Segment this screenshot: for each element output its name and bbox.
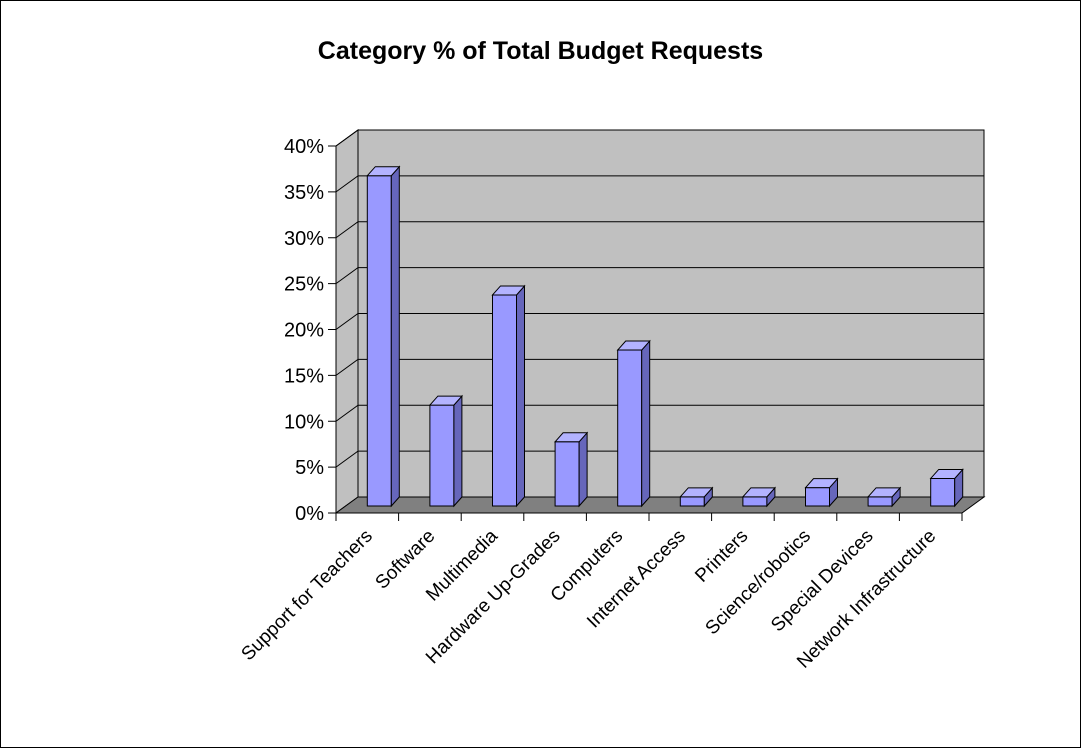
- bar-top: [366, 166, 401, 177]
- bar-front: [805, 487, 830, 507]
- y-tick-label: 30%: [284, 228, 324, 250]
- bar: [553, 431, 589, 508]
- y-tick-label: 20%: [284, 320, 324, 342]
- bar-top: [679, 487, 714, 498]
- bar-top: [491, 285, 526, 296]
- gridline: [335, 221, 984, 239]
- bar-top: [929, 468, 964, 479]
- bar-front: [679, 496, 705, 507]
- bar-side: [578, 431, 588, 508]
- bar: [804, 477, 839, 508]
- y-tick-label: 35%: [284, 182, 324, 204]
- category-label: Support for Teachers: [238, 526, 377, 665]
- gridline: [335, 129, 984, 147]
- bar-top: [616, 340, 651, 351]
- category-label: Science/robotics: [702, 526, 815, 639]
- bar: [428, 394, 464, 508]
- bars: [366, 165, 964, 508]
- y-tick-label: 15%: [284, 365, 324, 387]
- bar-front: [742, 496, 768, 507]
- bar-top: [741, 487, 777, 498]
- bar-front: [554, 441, 580, 507]
- bar: [616, 339, 651, 508]
- bar-top: [428, 395, 464, 406]
- bar-top: [804, 478, 839, 489]
- gridline: [335, 313, 984, 330]
- bar: [491, 284, 526, 508]
- bar: [741, 486, 777, 508]
- bar-front: [429, 404, 455, 507]
- bar-top: [866, 487, 902, 498]
- bar: [679, 486, 714, 508]
- bar: [866, 486, 902, 508]
- bar-front: [867, 496, 893, 507]
- bar-front: [617, 349, 643, 507]
- bar-top: [553, 432, 589, 443]
- bar-front: [930, 477, 956, 507]
- axes: [328, 145, 963, 521]
- bar-side: [641, 339, 651, 508]
- bar-side: [453, 394, 463, 508]
- y-tick-label: 5%: [295, 457, 324, 479]
- y-tick-label: 25%: [284, 274, 324, 296]
- bar-side: [390, 165, 400, 508]
- gridlines: [335, 129, 984, 468]
- gridline: [335, 358, 984, 376]
- bar-front: [366, 175, 392, 507]
- bar-side: [516, 284, 525, 508]
- gridline: [335, 267, 984, 285]
- y-tick-label: 0%: [295, 503, 324, 525]
- y-tick-label: 10%: [284, 411, 324, 433]
- category-label: Printers: [691, 526, 752, 587]
- chart-title: Category % of Total Budget Requests: [317, 37, 764, 65]
- gridline: [335, 175, 984, 193]
- gridline: [335, 404, 984, 422]
- gridline: [335, 450, 984, 468]
- y-tick-label: 40%: [284, 136, 324, 158]
- bar: [366, 165, 401, 508]
- bar-front: [492, 294, 517, 507]
- bar: [929, 468, 964, 508]
